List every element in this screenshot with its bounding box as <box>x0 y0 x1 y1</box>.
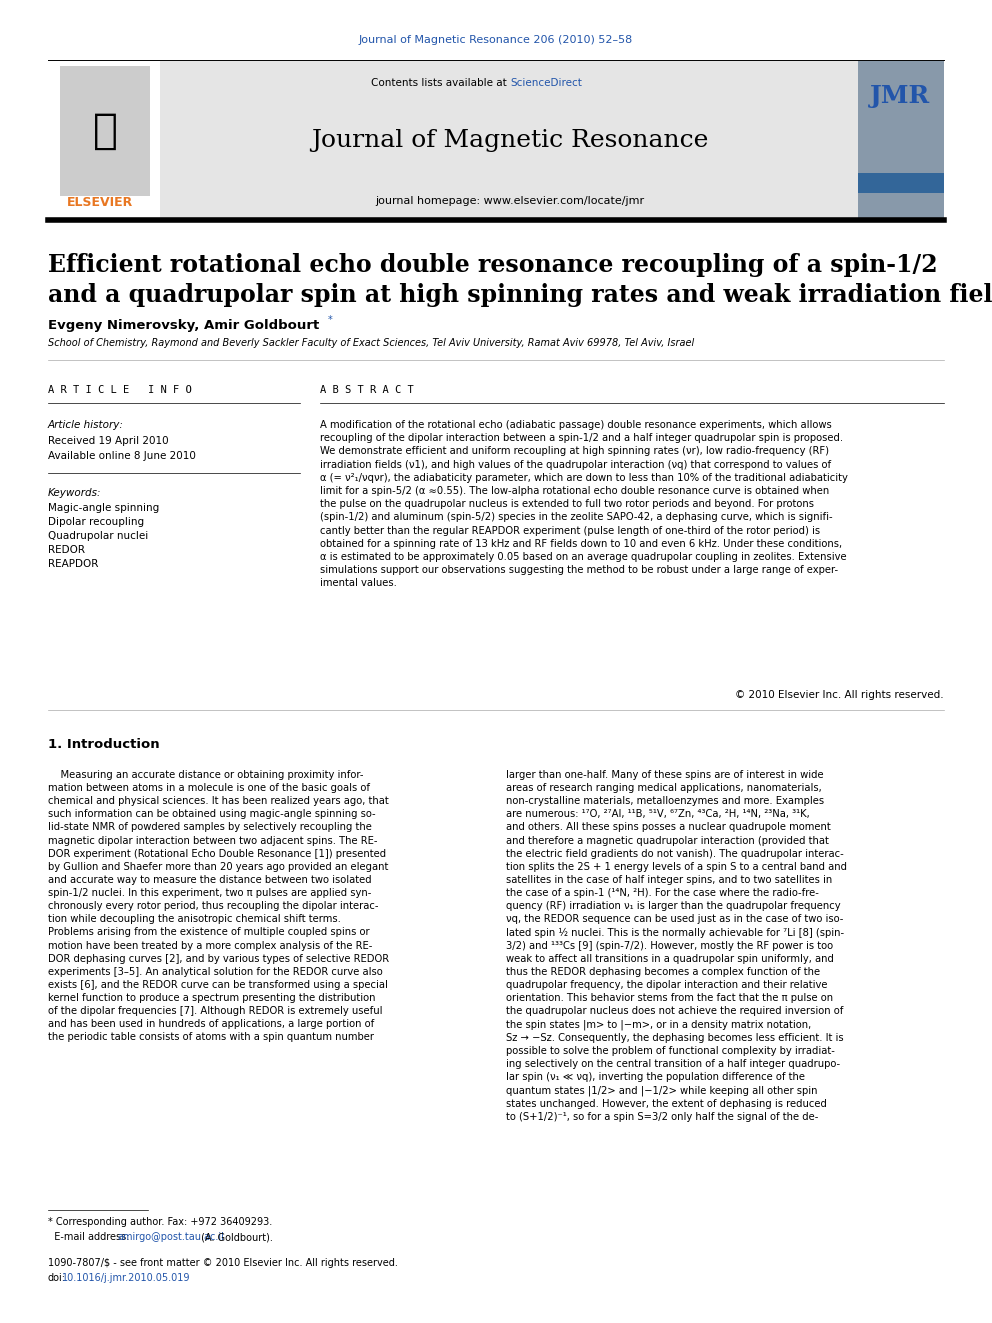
Text: Keywords:: Keywords: <box>48 488 101 497</box>
Text: A B S T R A C T: A B S T R A C T <box>320 385 414 396</box>
Bar <box>60 66 150 196</box>
Text: Quadrupolar nuclei: Quadrupolar nuclei <box>48 531 148 541</box>
Text: * Corresponding author. Fax: +972 36409293.: * Corresponding author. Fax: +972 364092… <box>48 1217 272 1226</box>
Text: amirgo@post.tau.ac.il: amirgo@post.tau.ac.il <box>117 1232 224 1242</box>
Text: ELSEVIER: ELSEVIER <box>66 197 133 209</box>
Text: Received 19 April 2010: Received 19 April 2010 <box>48 437 169 446</box>
Text: Measuring an accurate distance or obtaining proximity infor-
mation between atom: Measuring an accurate distance or obtain… <box>48 770 389 1043</box>
Text: Journal of Magnetic Resonance 206 (2010) 52–58: Journal of Magnetic Resonance 206 (2010)… <box>359 34 633 45</box>
Text: Journal of Magnetic Resonance: Journal of Magnetic Resonance <box>311 130 708 152</box>
Text: doi:: doi: <box>48 1273 66 1283</box>
Text: and a quadrupolar spin at high spinning rates and weak irradiation fields: and a quadrupolar spin at high spinning … <box>48 283 992 307</box>
Text: REDOR: REDOR <box>48 545 85 556</box>
Text: journal homepage: www.elsevier.com/locate/jmr: journal homepage: www.elsevier.com/locat… <box>375 196 645 206</box>
Text: Evgeny Nimerovsky, Amir Goldbourt: Evgeny Nimerovsky, Amir Goldbourt <box>48 319 319 332</box>
Text: 1. Introduction: 1. Introduction <box>48 738 160 751</box>
Text: 10.1016/j.jmr.2010.05.019: 10.1016/j.jmr.2010.05.019 <box>62 1273 190 1283</box>
Text: Magic-angle spinning: Magic-angle spinning <box>48 503 160 513</box>
Bar <box>48 61 160 218</box>
Text: A modification of the rotational echo (adiabatic passage) double resonance exper: A modification of the rotational echo (a… <box>320 419 848 589</box>
Text: 🌳: 🌳 <box>92 110 117 152</box>
Text: REAPDOR: REAPDOR <box>48 560 98 569</box>
Text: © 2010 Elsevier Inc. All rights reserved.: © 2010 Elsevier Inc. All rights reserved… <box>735 691 944 700</box>
Bar <box>858 61 944 218</box>
Bar <box>160 61 858 218</box>
Text: Dipolar recoupling: Dipolar recoupling <box>48 517 144 527</box>
Text: JMR: JMR <box>870 83 930 108</box>
Bar <box>858 173 944 193</box>
Text: Efficient rotational echo double resonance recoupling of a spin-1/2: Efficient rotational echo double resonan… <box>48 253 937 277</box>
Text: ScienceDirect: ScienceDirect <box>510 78 582 89</box>
Text: A R T I C L E   I N F O: A R T I C L E I N F O <box>48 385 191 396</box>
Text: E-mail address:: E-mail address: <box>48 1232 133 1242</box>
Text: 1090-7807/$ - see front matter © 2010 Elsevier Inc. All rights reserved.: 1090-7807/$ - see front matter © 2010 El… <box>48 1258 398 1267</box>
Text: *: * <box>328 315 332 325</box>
Text: School of Chemistry, Raymond and Beverly Sackler Faculty of Exact Sciences, Tel : School of Chemistry, Raymond and Beverly… <box>48 337 694 348</box>
Text: (A. Goldbourt).: (A. Goldbourt). <box>198 1232 273 1242</box>
Text: Article history:: Article history: <box>48 419 124 430</box>
Text: larger than one-half. Many of these spins are of interest in wide
areas of resea: larger than one-half. Many of these spin… <box>506 770 847 1122</box>
Text: Contents lists available at: Contents lists available at <box>371 78 510 89</box>
Text: Available online 8 June 2010: Available online 8 June 2010 <box>48 451 195 460</box>
